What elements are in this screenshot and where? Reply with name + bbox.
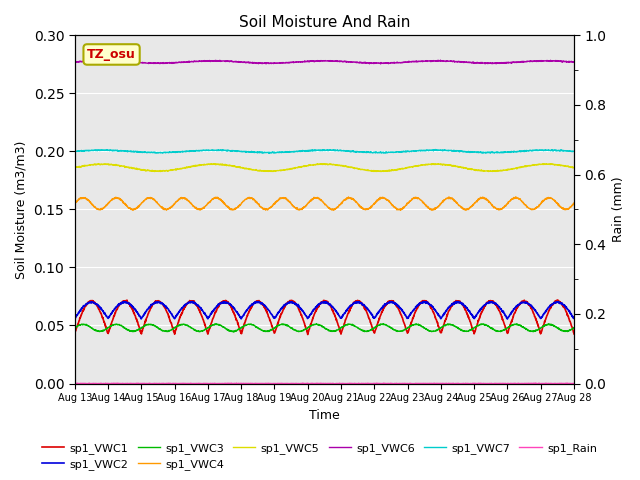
sp1_VWC6 [314,58,321,64]
sp1_VWC3 [314,322,321,328]
sp1_VWC1 [556,299,564,305]
sp1_VWC2 [420,299,428,304]
sp1_VWC6 [301,58,308,64]
sp1_VWC5 [268,168,276,174]
Line: sp1_VWC4: sp1_VWC4 [75,197,574,210]
Title: Soil Moisture And Rain: Soil Moisture And Rain [239,15,410,30]
sp1_VWC7 [431,146,439,152]
sp1_VWC1 [300,320,308,326]
sp1_VWC7 [97,147,104,153]
sp1_VWC2 [556,300,564,306]
sp1_VWC7 [265,150,273,156]
sp1_VWC2 [464,307,472,312]
sp1_VWC5 [71,165,79,170]
sp1_VWC2 [97,305,104,311]
sp1_Rain [314,381,321,386]
sp1_VWC3 [556,326,564,332]
sp1_VWC5 [556,162,564,168]
sp1_VWC3 [380,321,387,327]
sp1_VWC7 [465,148,472,154]
Line: sp1_VWC3: sp1_VWC3 [75,324,574,332]
sp1_VWC3 [230,329,237,335]
sp1_VWC4 [556,204,564,209]
sp1_VWC3 [465,328,472,334]
sp1_VWC6 [556,58,564,64]
Line: sp1_Rain: sp1_Rain [75,383,574,384]
sp1_VWC4 [129,207,137,213]
sp1_VWC4 [570,200,578,206]
sp1_VWC6 [465,60,472,65]
sp1_Rain [531,380,539,386]
sp1_Rain [464,381,472,386]
sp1_VWC1 [464,313,472,319]
sp1_VWC1 [71,331,79,336]
sp1_VWC7 [556,148,564,154]
sp1_VWC7 [570,148,578,154]
sp1_VWC3 [71,325,79,331]
sp1_VWC6 [262,61,270,67]
Line: sp1_VWC5: sp1_VWC5 [75,164,574,171]
sp1_VWC7 [556,148,564,154]
sp1_VWC2 [71,316,79,322]
sp1_VWC3 [556,327,564,333]
sp1_VWC4 [556,204,564,210]
sp1_VWC2 [556,301,564,307]
sp1_VWC4 [71,201,79,207]
sp1_VWC1 [97,309,104,315]
sp1_Rain [556,381,564,386]
X-axis label: Time: Time [309,409,340,422]
sp1_Rain [556,381,564,386]
Line: sp1_VWC7: sp1_VWC7 [75,149,574,153]
sp1_VWC5 [97,162,104,168]
Y-axis label: Soil Moisture (m3/m3): Soil Moisture (m3/m3) [15,140,28,278]
sp1_Rain [300,381,308,386]
sp1_VWC7 [314,147,321,153]
sp1_Rain [361,381,369,387]
Text: TZ_osu: TZ_osu [87,48,136,61]
Line: sp1_VWC6: sp1_VWC6 [75,60,574,64]
sp1_VWC1 [556,300,564,305]
sp1_VWC7 [71,148,79,154]
sp1_VWC5 [570,165,578,170]
sp1_VWC7 [301,148,308,154]
sp1_VWC4 [97,207,104,213]
sp1_VWC5 [95,161,102,167]
Line: sp1_VWC2: sp1_VWC2 [75,301,574,319]
sp1_Rain [71,381,79,386]
sp1_VWC1 [314,305,321,311]
Line: sp1_VWC1: sp1_VWC1 [75,300,574,335]
Legend: sp1_VWC1, sp1_VWC2, sp1_VWC3, sp1_VWC4, sp1_VWC5, sp1_VWC6, sp1_VWC7, sp1_Rain: sp1_VWC1, sp1_VWC2, sp1_VWC3, sp1_VWC4, … [38,438,602,474]
sp1_VWC5 [556,162,564,168]
sp1_VWC5 [301,163,308,169]
sp1_VWC3 [301,326,308,332]
sp1_VWC6 [436,57,444,63]
sp1_VWC6 [97,59,104,64]
sp1_VWC2 [570,315,578,321]
sp1_VWC4 [512,194,520,200]
sp1_Rain [97,381,104,386]
sp1_VWC1 [570,331,578,337]
sp1_VWC5 [314,161,322,167]
sp1_VWC4 [464,206,472,212]
sp1_VWC3 [97,328,104,334]
sp1_VWC4 [301,204,308,210]
sp1_VWC1 [304,332,312,337]
Y-axis label: Rain (mm): Rain (mm) [612,177,625,242]
sp1_VWC2 [314,303,321,309]
sp1_VWC2 [300,310,308,316]
sp1_Rain [570,381,578,386]
sp1_VWC5 [465,166,472,172]
sp1_VWC1 [554,297,562,303]
sp1_VWC4 [314,195,321,201]
sp1_VWC6 [71,60,79,65]
sp1_VWC3 [570,325,578,331]
sp1_VWC6 [570,60,578,65]
sp1_VWC2 [504,316,511,322]
sp1_VWC6 [556,58,564,64]
